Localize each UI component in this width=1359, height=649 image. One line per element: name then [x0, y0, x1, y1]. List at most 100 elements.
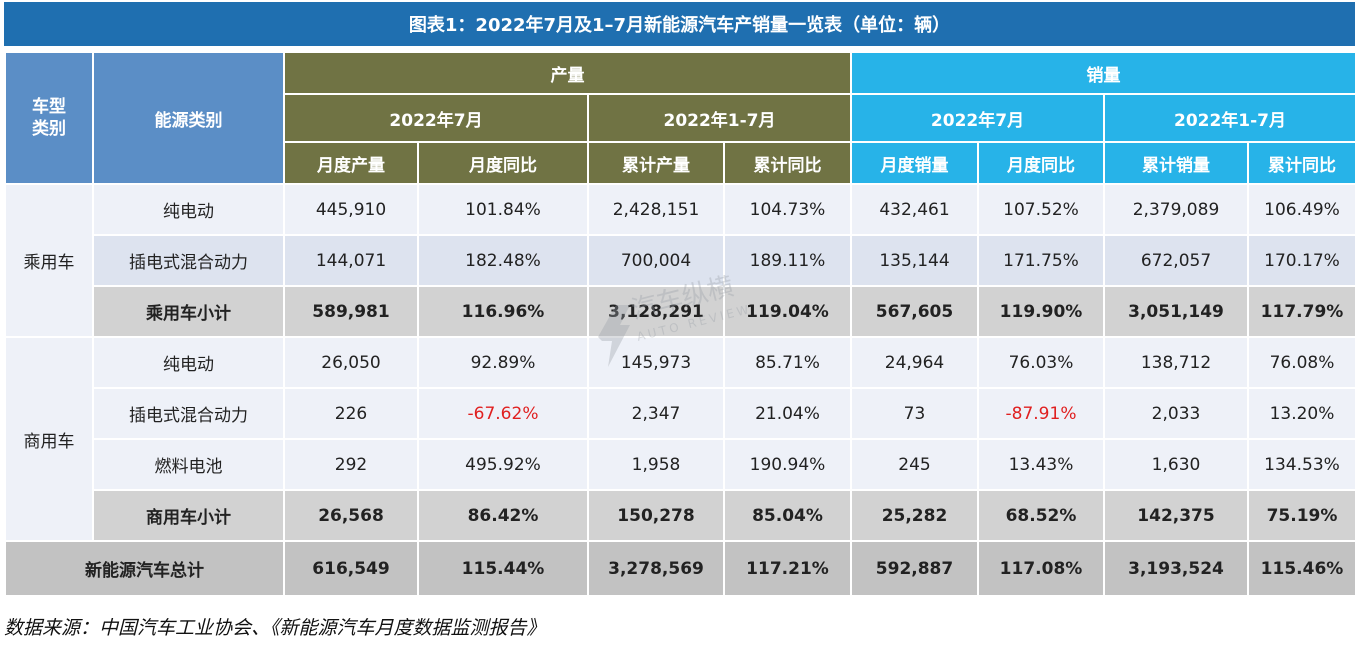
energy-type-header: 能源类别: [92, 51, 285, 185]
cell: 116.96%: [417, 285, 589, 338]
cell: 589,981: [283, 285, 419, 338]
cell: 700,004: [587, 234, 725, 287]
cell: 26,050: [283, 336, 419, 389]
table-row: 插电式混合动力 144,071 182.48% 700,004 189.11% …: [5, 234, 1357, 287]
cell: 2,379,089: [1103, 183, 1249, 236]
table-row: 插电式混合动力 226 -67.62% 2,347 21.04% 73 -87.…: [5, 387, 1357, 440]
cell: 13.20%: [1247, 387, 1357, 440]
cell: 3,051,149: [1103, 285, 1249, 338]
cell: 85.04%: [723, 489, 852, 542]
group-passenger: 乘用车: [4, 183, 94, 338]
col-prod-ytd-yoy: 累计同比: [723, 141, 852, 185]
cell: 76.08%: [1247, 336, 1357, 389]
cell: 25,282: [850, 489, 979, 542]
sales-month-period: 2022年7月: [850, 93, 1105, 143]
cell: 104.73%: [723, 183, 852, 236]
col-sales-ytd-yoy: 累计同比: [1247, 141, 1357, 185]
cell: 117.79%: [1247, 285, 1357, 338]
cell: 107.52%: [977, 183, 1105, 236]
cell: 182.48%: [417, 234, 589, 287]
cell: 106.49%: [1247, 183, 1357, 236]
cell: 92.89%: [417, 336, 589, 389]
cell: 3,193,524: [1103, 540, 1249, 597]
cell: 1,630: [1103, 438, 1249, 491]
cell: 189.11%: [723, 234, 852, 287]
cell: 138,712: [1103, 336, 1249, 389]
cell: 21.04%: [723, 387, 852, 440]
cell: 119.90%: [977, 285, 1105, 338]
cell: 616,549: [283, 540, 419, 597]
prod-ytd-period: 2022年1-7月: [587, 93, 852, 143]
col-sales-month: 月度销量: [850, 141, 979, 185]
production-header: 产量: [283, 51, 852, 95]
cell: 75.19%: [1247, 489, 1357, 542]
subtotal-row: 乘用车小计 589,981 116.96% 3,128,291 119.04% …: [5, 285, 1357, 338]
cell: 142,375: [1103, 489, 1249, 542]
col-sales-month-yoy: 月度同比: [977, 141, 1105, 185]
cell: 68.52%: [977, 489, 1105, 542]
col-prod-month-yoy: 月度同比: [417, 141, 589, 185]
cell: 26,568: [283, 489, 419, 542]
cell: 13.43%: [977, 438, 1105, 491]
cell: 1,958: [587, 438, 725, 491]
energy-label: 纯电动: [92, 183, 285, 236]
cell: 170.17%: [1247, 234, 1357, 287]
data-source-note: 数据来源：中国汽车工业协会、《新能源汽车月度数据监测报告》: [4, 617, 546, 639]
group-commercial: 商用车: [4, 336, 94, 542]
table-title: 图表1：2022年7月及1–7月新能源汽车产销量一览表（单位：辆）: [4, 2, 1355, 46]
table-row: 燃料电池 292 495.92% 1,958 190.94% 245 13.43…: [5, 438, 1357, 491]
cell: 117.08%: [977, 540, 1105, 597]
sales-header: 销量: [850, 51, 1357, 95]
col-sales-ytd: 累计销量: [1103, 141, 1249, 185]
total-label: 新能源汽车总计: [4, 540, 285, 597]
cell: 76.03%: [977, 336, 1105, 389]
energy-label: 燃料电池: [92, 438, 285, 491]
cell: 115.44%: [417, 540, 589, 597]
col-prod-ytd: 累计产量: [587, 141, 725, 185]
cell: 119.04%: [723, 285, 852, 338]
cell: 117.21%: [723, 540, 852, 597]
subtotal-row: 商用车小计 26,568 86.42% 150,278 85.04% 25,28…: [5, 489, 1357, 542]
cell: 101.84%: [417, 183, 589, 236]
col-prod-month: 月度产量: [283, 141, 419, 185]
cell: 567,605: [850, 285, 979, 338]
sales-ytd-period: 2022年1-7月: [1103, 93, 1357, 143]
energy-label: 乘用车小计: [92, 285, 285, 338]
energy-label: 插电式混合动力: [92, 387, 285, 440]
cell: 672,057: [1103, 234, 1249, 287]
energy-label: 商用车小计: [92, 489, 285, 542]
cell: 245: [850, 438, 979, 491]
table-row: 乘用车 纯电动 445,910 101.84% 2,428,151 104.73…: [4, 183, 1357, 338]
cell: 445,910: [283, 183, 419, 236]
cell: 134.53%: [1247, 438, 1357, 491]
energy-label: 纯电动: [92, 336, 285, 389]
cell: 115.46%: [1247, 540, 1357, 597]
vehicle-type-header: 车型类别: [4, 51, 94, 185]
table-row: 商用车 纯电动 26,050 92.89% 145,973 85.71% 24,…: [4, 336, 1357, 542]
cell: 85.71%: [723, 336, 852, 389]
energy-label: 插电式混合动力: [92, 234, 285, 287]
cell: 292: [283, 438, 419, 491]
prod-month-period: 2022年7月: [283, 93, 589, 143]
cell: 3,128,291: [587, 285, 725, 338]
cell: 171.75%: [977, 234, 1105, 287]
cell: 135,144: [850, 234, 979, 287]
cell: 2,347: [587, 387, 725, 440]
cell: 3,278,569: [587, 540, 725, 597]
cell: 190.94%: [723, 438, 852, 491]
cell: 226: [283, 387, 419, 440]
cell: 144,071: [283, 234, 419, 287]
total-row: 新能源汽车总计 616,549 115.44% 3,278,569 117.21…: [4, 540, 1357, 597]
cell: 86.42%: [417, 489, 589, 542]
cell: 592,887: [850, 540, 979, 597]
production-sales-table: 车型类别 能源类别 产量 销量 2022年7月 2022年1-7月 2022年7…: [4, 51, 1357, 597]
cell-negative: -87.91%: [977, 387, 1105, 440]
cell: 24,964: [850, 336, 979, 389]
cell: 73: [850, 387, 979, 440]
cell: 432,461: [850, 183, 979, 236]
cell: 2,428,151: [587, 183, 725, 236]
cell: 150,278: [587, 489, 725, 542]
cell: 145,973: [587, 336, 725, 389]
cell: 2,033: [1103, 387, 1249, 440]
cell-negative: -67.62%: [417, 387, 589, 440]
